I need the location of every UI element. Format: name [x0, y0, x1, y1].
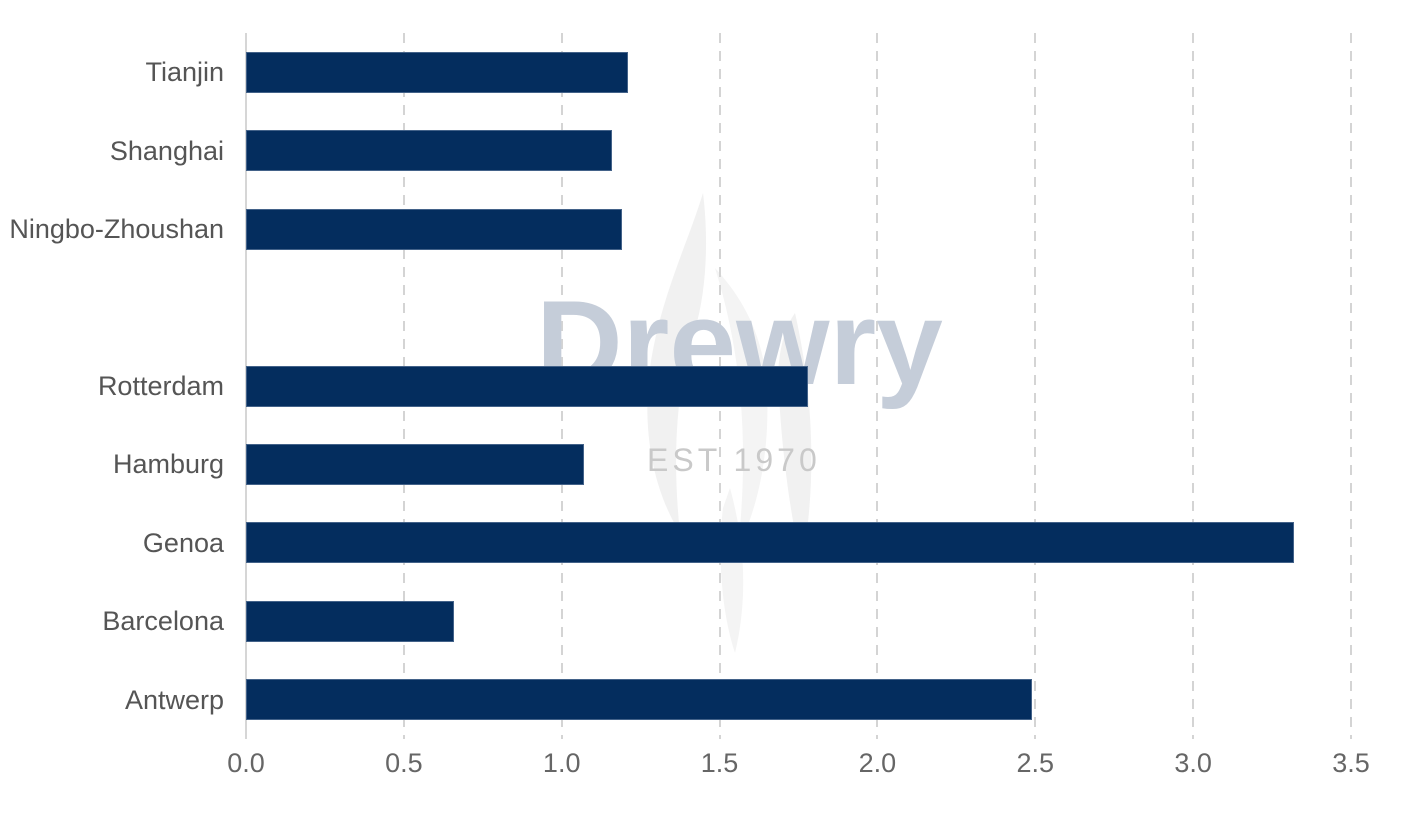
category-label-tianjin: Tianjin [145, 57, 224, 88]
category-label-genoa: Genoa [142, 527, 224, 558]
x-tick-label-1.5: 1.5 [700, 748, 739, 778]
gridline-x-2.0 [876, 33, 879, 739]
category-label-ningbo-zhoushan: Ningbo-Zhoushan [9, 214, 224, 245]
category-label-shanghai: Shanghai [109, 135, 224, 166]
bar-genoa [246, 522, 1294, 564]
category-label-antwerp: Antwerp [124, 684, 224, 715]
bar-ningbo-zhoushan [246, 208, 622, 250]
x-tick-label-1.0: 1.0 [542, 748, 581, 778]
x-tick-label-0.5: 0.5 [385, 748, 423, 778]
x-tick-label-2.5: 2.5 [1016, 748, 1055, 778]
category-label-barcelona: Barcelona [102, 606, 224, 637]
bar-barcelona [246, 600, 454, 642]
est-1970-watermark-text: EST 1970 [647, 442, 821, 478]
x-tick-label-3.0: 3.0 [1174, 748, 1212, 778]
x-tick-label-2.0: 2.0 [858, 748, 897, 778]
gridline-x-2.5 [1034, 33, 1037, 739]
bar-hamburg [246, 443, 584, 485]
x-tick-label-3.5: 3.5 [1332, 748, 1370, 778]
x-tick-label-0.0: 0.0 [227, 748, 265, 778]
gridline-x-3.5 [1350, 33, 1352, 739]
category-label-rotterdam: Rotterdam [97, 371, 224, 401]
bar-shanghai [246, 130, 612, 172]
bar-rotterdam [246, 365, 808, 407]
category-label-hamburg: Hamburg [112, 449, 224, 480]
bar-tianjin [246, 51, 628, 93]
gridline-x-3.0 [1192, 33, 1195, 739]
bar-antwerp [246, 679, 1032, 721]
